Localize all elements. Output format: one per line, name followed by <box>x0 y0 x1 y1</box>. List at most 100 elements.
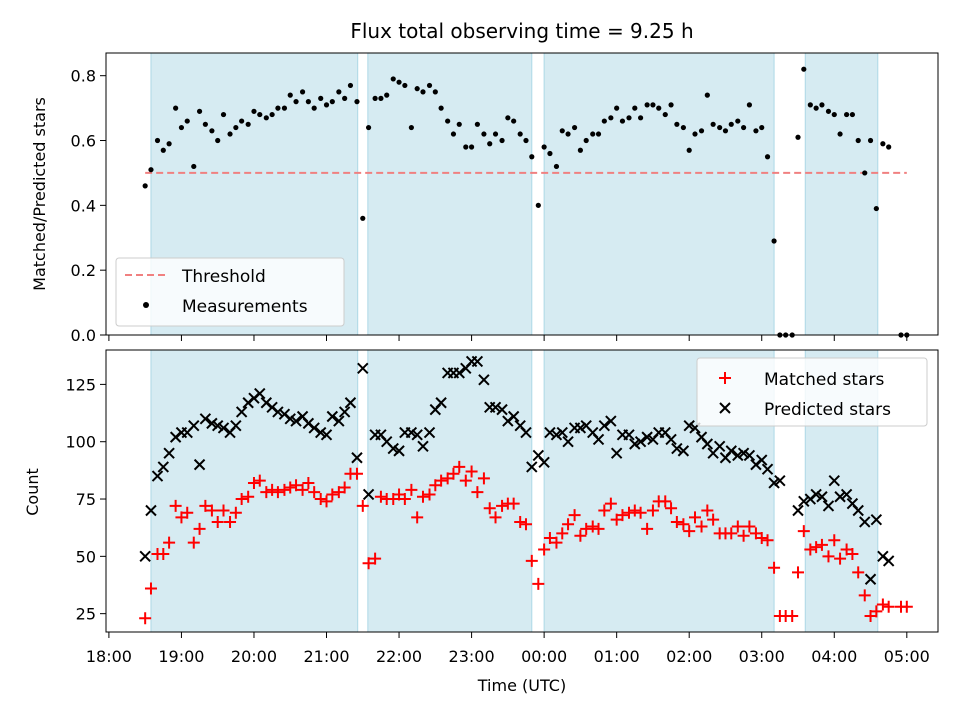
predicted-star-point <box>290 415 302 427</box>
measurement-point <box>354 99 360 105</box>
measurement-point <box>342 95 348 101</box>
predicted-star-point <box>859 516 871 528</box>
bottom-y-ticks: 25 50 75 100 125 <box>65 375 106 624</box>
predicted-star-point <box>768 477 780 489</box>
predicted-star-point <box>417 440 429 453</box>
measurement-point <box>644 102 650 108</box>
predicted-star-point <box>828 474 840 487</box>
bottom-x-tick-label: 21:00 <box>303 647 349 666</box>
predicted-star-point <box>520 426 532 439</box>
measurement-point <box>764 154 771 160</box>
matched-star-point <box>568 509 581 522</box>
predicted-star-markers <box>139 355 895 585</box>
matched-star-point <box>822 550 835 563</box>
matched-star-point <box>477 472 490 485</box>
predicted-star-point <box>605 415 617 427</box>
bottom-x-tick-label: 01:00 <box>594 647 640 666</box>
top-panel: 0.00.20.40.60.8 Matched/Predicted stars … <box>30 52 939 345</box>
predicted-star-point <box>235 406 248 418</box>
predicted-star-point <box>574 422 587 434</box>
measurement-point <box>523 137 529 144</box>
measurement-point <box>650 102 656 108</box>
matched-star-point <box>538 543 551 556</box>
measurement-point <box>698 128 705 134</box>
matched-star-point <box>471 486 484 499</box>
measurement-point <box>178 124 185 131</box>
matched-star-point <box>804 543 817 556</box>
bottom-legend: Matched stars Predicted stars <box>696 357 928 427</box>
measurement-point <box>318 95 324 101</box>
measurement-point <box>396 79 402 85</box>
legend-matched-swatch <box>719 372 731 384</box>
measurement-point <box>862 170 868 176</box>
matched-star-point <box>144 582 157 595</box>
legend-measurements-swatch <box>143 302 149 308</box>
measurement-point <box>499 137 505 144</box>
legend-predicted-swatch <box>719 402 731 414</box>
measurement-point <box>680 124 686 131</box>
predicted-star-point <box>743 449 756 462</box>
matched-star-point <box>543 532 556 544</box>
matched-star-point <box>459 474 472 487</box>
top-legend: Threshold Measurements <box>115 257 345 327</box>
measurement-point <box>619 118 626 124</box>
measurement-point <box>601 118 607 124</box>
predicted-star-point <box>792 504 804 517</box>
matched-star-point <box>900 600 913 613</box>
matched-star-point <box>169 499 182 512</box>
measurement-point <box>801 66 807 72</box>
matched-star-point <box>731 520 744 533</box>
matched-star-point <box>356 499 369 512</box>
predicted-star-point <box>333 415 345 427</box>
predicted-star-point <box>598 419 611 432</box>
measurement-point <box>378 95 384 101</box>
bottom-x-tick-label: 04:00 <box>811 647 857 666</box>
bottom-y-tick-label: 25 <box>76 605 96 624</box>
measurement-point <box>209 128 215 134</box>
measurement-point <box>511 118 517 124</box>
matched-star-markers <box>139 460 913 625</box>
measurement-point <box>438 105 444 111</box>
matched-star-point <box>139 612 152 625</box>
matched-star-point <box>163 536 176 549</box>
matched-star-point <box>229 506 242 519</box>
matched-star-point <box>187 536 200 549</box>
measurement-point <box>184 118 190 124</box>
top-x-ticks <box>108 335 908 341</box>
matched-star-point <box>834 552 847 565</box>
measurement-point <box>825 108 832 114</box>
measurement-point <box>608 115 614 121</box>
matched-star-point <box>670 515 683 528</box>
bottom-plot-frame <box>105 349 939 633</box>
measurement-points <box>142 66 910 338</box>
matched-star-point <box>768 561 781 574</box>
measurement-point <box>420 89 426 95</box>
predicted-star-point <box>864 573 877 585</box>
measurement-point <box>565 131 571 137</box>
top-y-tick-label: 0.2 <box>71 261 96 280</box>
matched-star-point <box>211 515 224 528</box>
predicted-star-point <box>737 447 750 459</box>
measurement-point <box>559 128 565 134</box>
measurement-point <box>360 215 366 221</box>
bottom-y-tick-label: 100 <box>65 433 96 452</box>
predicted-star-point <box>870 513 883 526</box>
predicted-star-point <box>478 374 490 386</box>
predicted-star-point <box>471 355 484 368</box>
matched-star-point <box>743 520 756 533</box>
top-shaded-region <box>543 52 775 336</box>
bottom-y-tick-label: 50 <box>76 547 96 566</box>
matched-star-point <box>616 509 629 522</box>
matched-star-point <box>707 513 720 526</box>
matched-star-point <box>562 518 575 531</box>
matched-star-point <box>205 504 218 517</box>
matched-star-point <box>308 486 321 499</box>
predicted-star-point <box>732 449 744 462</box>
matched-star-point <box>447 467 460 480</box>
measurement-point <box>728 121 734 127</box>
measurement-point <box>142 183 148 189</box>
predicted-star-point <box>217 422 230 434</box>
measurement-point <box>481 131 487 137</box>
matched-star-point <box>271 486 284 499</box>
matched-star-point <box>398 493 411 506</box>
